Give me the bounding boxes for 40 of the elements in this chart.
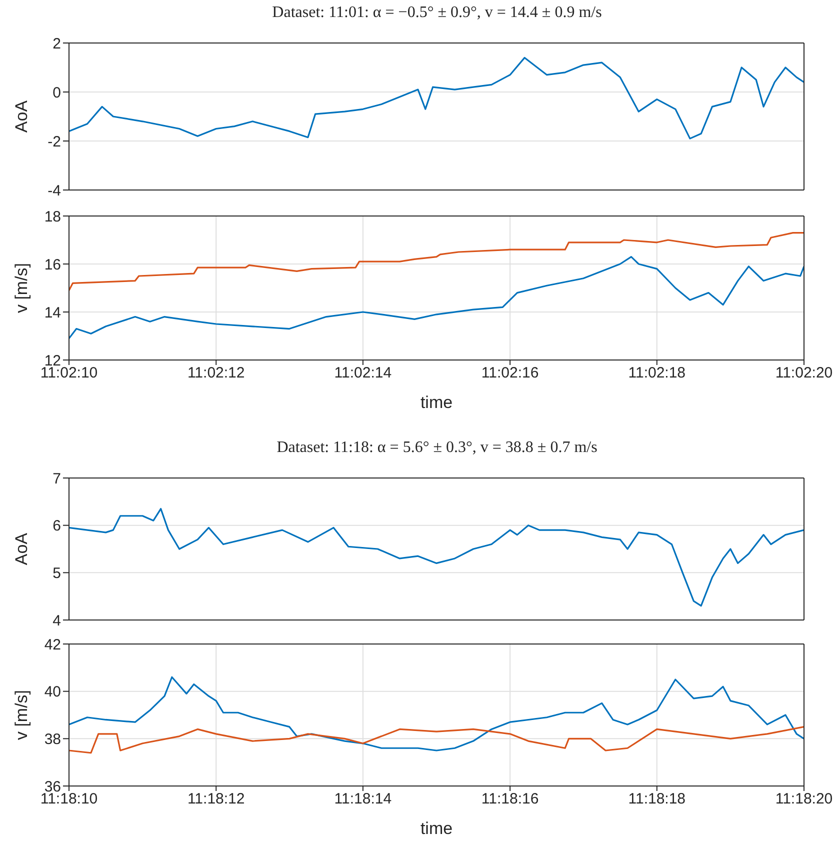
y-tick-label: 6 bbox=[52, 518, 61, 535]
line-series bbox=[69, 726, 804, 754]
chart-title: Dataset: 11:18: α = 5.6° ± 0.3°, v = 38.8 ± 0.7 m/s bbox=[276, 439, 598, 457]
line-series bbox=[69, 232, 804, 292]
y-tick-label: 2 bbox=[52, 35, 61, 52]
x-tick-label: 11:02:10 bbox=[40, 364, 98, 382]
y-tick-label: 14 bbox=[44, 304, 61, 322]
x-tick-label: 11:18:18 bbox=[628, 790, 686, 808]
line-series bbox=[69, 256, 804, 340]
x-tick-label: 11:02:16 bbox=[481, 364, 539, 382]
y-tick-label: 18 bbox=[44, 208, 61, 226]
y-tick-label: 40 bbox=[44, 684, 61, 701]
y-tick-label: 0 bbox=[52, 84, 61, 102]
y-tick-label: 7 bbox=[52, 470, 61, 488]
y-axis-title: AoA bbox=[12, 100, 32, 133]
x-tick-label: 11:18:14 bbox=[334, 790, 392, 808]
y-tick-label: -4 bbox=[48, 182, 61, 200]
chart-title: Dataset: 11:01: α = −0.5° ± 0.9°, v = 14.4 ± 0.9 m/s bbox=[271, 4, 603, 22]
x-tick-label: 11:02:20 bbox=[775, 364, 833, 382]
x-tick-label: 11:18:20 bbox=[775, 790, 833, 808]
line-series bbox=[69, 676, 804, 752]
x-axis-title: time bbox=[420, 393, 453, 412]
y-tick-label: -2 bbox=[48, 133, 61, 150]
line-series bbox=[69, 508, 804, 607]
y-tick-label: 5 bbox=[52, 564, 61, 582]
x-tick-label: 11:18:16 bbox=[481, 790, 539, 808]
y-tick-label: 4 bbox=[52, 612, 61, 630]
x-tick-label: 11:18:12 bbox=[187, 790, 245, 808]
y-tick-label: 42 bbox=[44, 636, 61, 654]
y-tick-label: 38 bbox=[44, 730, 61, 748]
x-tick-label: 11:18:10 bbox=[40, 790, 98, 808]
line-series bbox=[69, 56, 804, 140]
x-axis-title: time bbox=[420, 819, 453, 838]
y-axis-title: AoA bbox=[12, 532, 32, 566]
y-axis-title: v [m/s] bbox=[12, 262, 32, 314]
x-tick-label: 11:02:12 bbox=[187, 364, 245, 382]
x-tick-label: 11:02:14 bbox=[334, 364, 392, 382]
y-axis-title: v [m/s] bbox=[12, 690, 32, 740]
y-tick-label: 16 bbox=[44, 256, 61, 274]
x-tick-label: 11:02:18 bbox=[628, 364, 686, 382]
